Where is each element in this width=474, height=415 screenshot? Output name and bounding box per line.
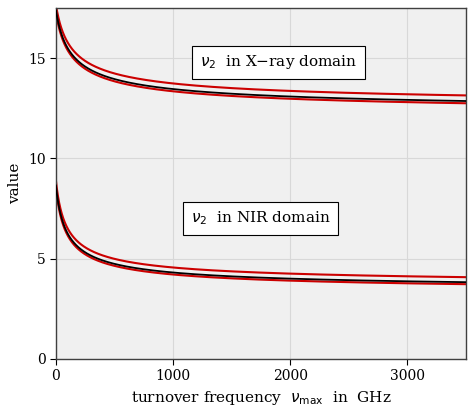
Text: $\nu_2$  in X$-$ray domain: $\nu_2$ in X$-$ray domain [200,54,357,71]
Text: $\nu_2$  in NIR domain: $\nu_2$ in NIR domain [191,210,330,227]
X-axis label: turnover frequency  $\nu_{\mathrm{max}}$  in  GHz: turnover frequency $\nu_{\mathrm{max}}$ … [130,389,391,407]
Y-axis label: value: value [9,163,22,204]
